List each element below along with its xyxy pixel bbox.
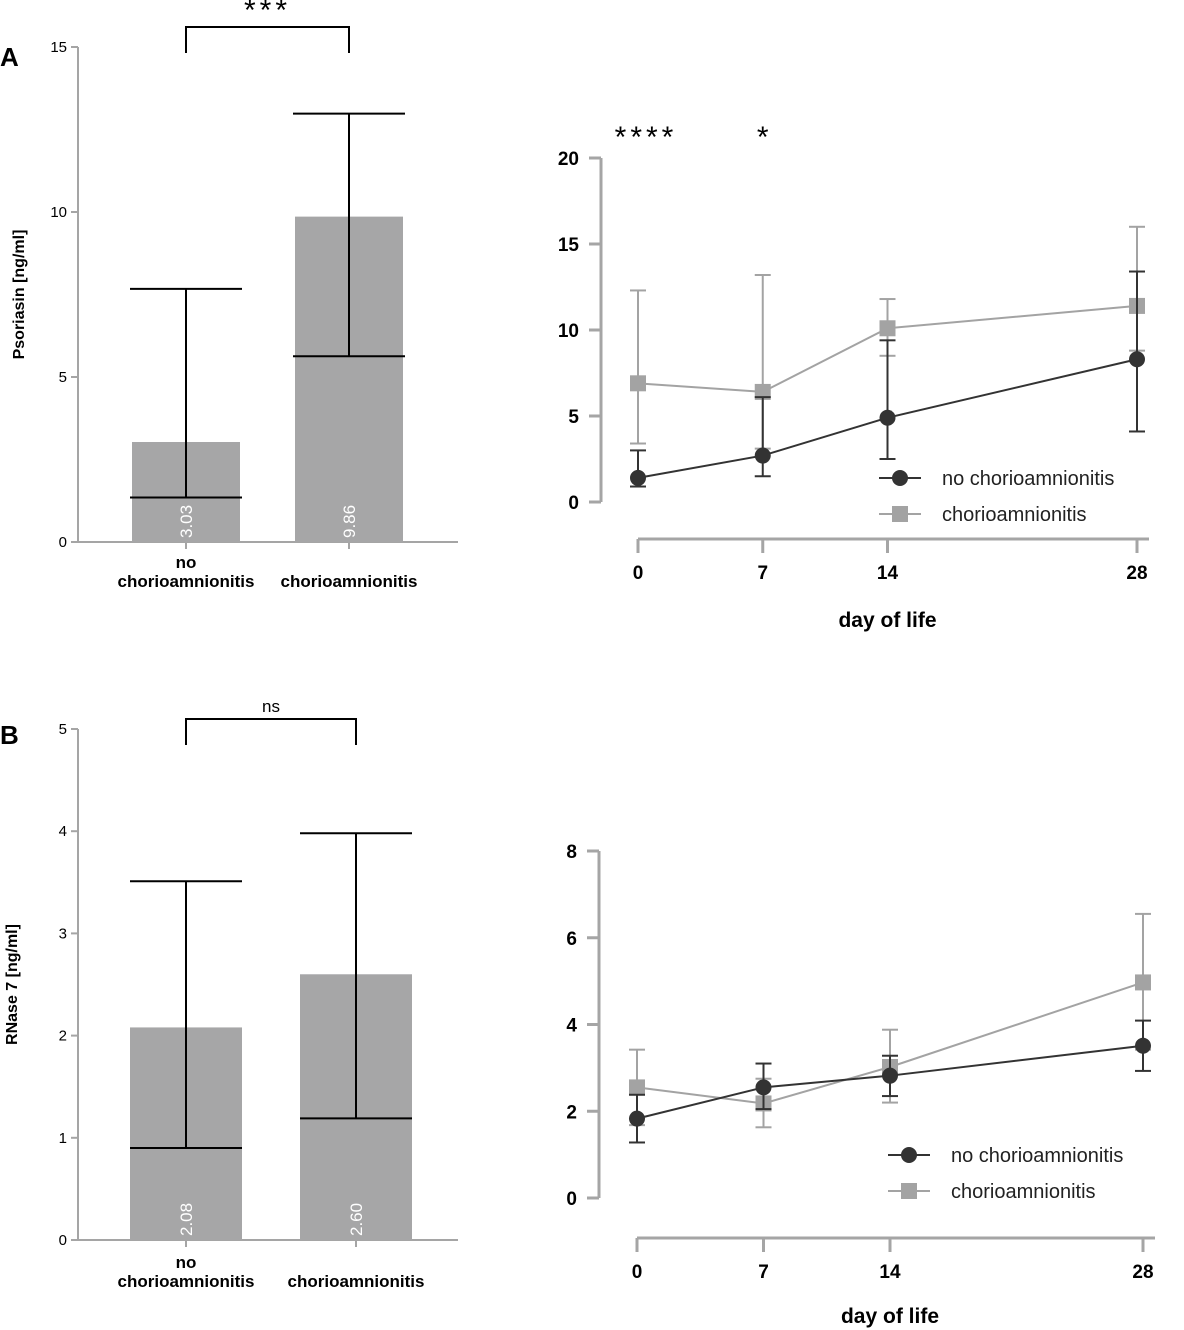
data-point-circle bbox=[629, 1110, 645, 1127]
x-axis-label: day of life bbox=[838, 609, 936, 632]
y-tick-label: 10 bbox=[50, 204, 67, 221]
x-tick-label: 0 bbox=[633, 563, 644, 584]
y-tick-label: 0 bbox=[59, 534, 67, 551]
bar-value-label: 9.86 bbox=[340, 505, 359, 538]
series-no-chorioamnionitis bbox=[630, 270, 1145, 488]
bar-value-label: 2.08 bbox=[177, 1203, 196, 1236]
legend-item: chorioamnionitis bbox=[888, 1181, 1096, 1203]
y-tick-label: 0 bbox=[566, 1189, 577, 1210]
y-tick-label: 0 bbox=[568, 493, 579, 514]
y-tick-label: 15 bbox=[50, 39, 67, 56]
data-point-circle bbox=[630, 469, 646, 486]
category-label: chorioamnionitis bbox=[281, 572, 418, 591]
legend-item: no chorioamnionitis bbox=[888, 1145, 1123, 1167]
x-tick-label: 7 bbox=[758, 1262, 769, 1283]
y-tick-label: 4 bbox=[566, 1016, 577, 1037]
category-label: no bbox=[176, 553, 197, 572]
y-tick-label: 2 bbox=[59, 1028, 67, 1045]
category-label: no bbox=[176, 1253, 197, 1272]
legend-label: chorioamnionitis bbox=[951, 1181, 1096, 1203]
y-tick-label: 1 bbox=[59, 1130, 67, 1147]
series-line bbox=[637, 358, 1138, 479]
data-point-circle bbox=[879, 409, 896, 426]
category-label: chorioamnionitis bbox=[118, 572, 255, 591]
data-point-circle bbox=[755, 1079, 772, 1096]
y-tick-label: 6 bbox=[566, 929, 577, 950]
x-tick-label: 14 bbox=[879, 1262, 901, 1283]
series-line bbox=[637, 304, 1138, 393]
legend-label: no chorioamnionitis bbox=[951, 1145, 1123, 1167]
data-point-square bbox=[630, 375, 646, 392]
x-tick-label: 7 bbox=[757, 563, 768, 584]
y-tick-label: 3 bbox=[59, 925, 67, 942]
y-axis-label: Psoriasin [ng/ml] bbox=[11, 230, 28, 360]
legend-marker-circle bbox=[901, 1147, 917, 1163]
series-chorioamnionitis bbox=[629, 912, 1151, 1129]
rnase7-line-chart: 0 2 4 6 8 0 7 14 28 day of life no chorioamnioniti… bbox=[566, 842, 1155, 1328]
y-tick-label: 2 bbox=[566, 1102, 577, 1123]
x-tick-label: 14 bbox=[877, 563, 899, 584]
significance-bracket bbox=[185, 26, 350, 53]
bar-value-label: 3.03 bbox=[177, 505, 196, 538]
series-chorioamnionitis bbox=[630, 225, 1145, 450]
data-point-square bbox=[754, 383, 771, 400]
legend-item: no chorioamnionitis bbox=[879, 468, 1114, 490]
x-tick-label: 0 bbox=[632, 1262, 643, 1283]
data-point-circle bbox=[1135, 1037, 1151, 1054]
significance-bracket bbox=[185, 718, 357, 745]
data-point-circle bbox=[882, 1067, 898, 1084]
data-point-circle bbox=[1129, 351, 1145, 368]
y-tick-label: 0 bbox=[59, 1232, 67, 1249]
series-line bbox=[636, 1044, 1144, 1120]
y-axis-label: RNase 7 [ng/ml] bbox=[4, 924, 21, 1045]
significance-label: **** bbox=[615, 121, 678, 154]
data-point-square bbox=[629, 1079, 645, 1096]
y-tick-label: 10 bbox=[558, 321, 579, 342]
y-tick-label: 5 bbox=[568, 407, 579, 428]
legend-marker-square bbox=[901, 1183, 917, 1199]
panel-label-b: B bbox=[0, 720, 19, 750]
y-tick-label: 5 bbox=[59, 369, 67, 386]
x-axis-label: day of life bbox=[841, 1305, 939, 1328]
category-label: chorioamnionitis bbox=[288, 1272, 425, 1291]
significance-label: * bbox=[757, 121, 773, 154]
series-no-chorioamnionitis bbox=[629, 1019, 1151, 1144]
data-point-circle bbox=[754, 447, 771, 464]
data-point-square bbox=[1135, 974, 1151, 991]
legend-label: chorioamnionitis bbox=[942, 504, 1087, 526]
significance-label: ns bbox=[262, 697, 280, 716]
legend-label: no chorioamnionitis bbox=[942, 468, 1114, 490]
legend-marker-circle bbox=[892, 470, 908, 486]
data-point-square bbox=[879, 320, 896, 337]
legend-marker-square bbox=[892, 506, 908, 522]
y-tick-label: 5 bbox=[59, 721, 67, 738]
y-tick-label: 15 bbox=[558, 235, 580, 256]
y-tick-label: 20 bbox=[558, 149, 579, 170]
legend-item: chorioamnionitis bbox=[879, 504, 1087, 526]
y-tick-label: 8 bbox=[566, 842, 577, 863]
significance-label: *** bbox=[244, 0, 291, 27]
panel-label-a: A bbox=[0, 42, 19, 72]
category-label: chorioamnionitis bbox=[118, 1272, 255, 1291]
x-tick-label: 28 bbox=[1126, 563, 1147, 584]
y-tick-label: 4 bbox=[59, 823, 67, 840]
series-line bbox=[636, 981, 1144, 1105]
x-tick-label: 28 bbox=[1132, 1262, 1153, 1283]
bar-value-label: 2.60 bbox=[347, 1203, 366, 1236]
